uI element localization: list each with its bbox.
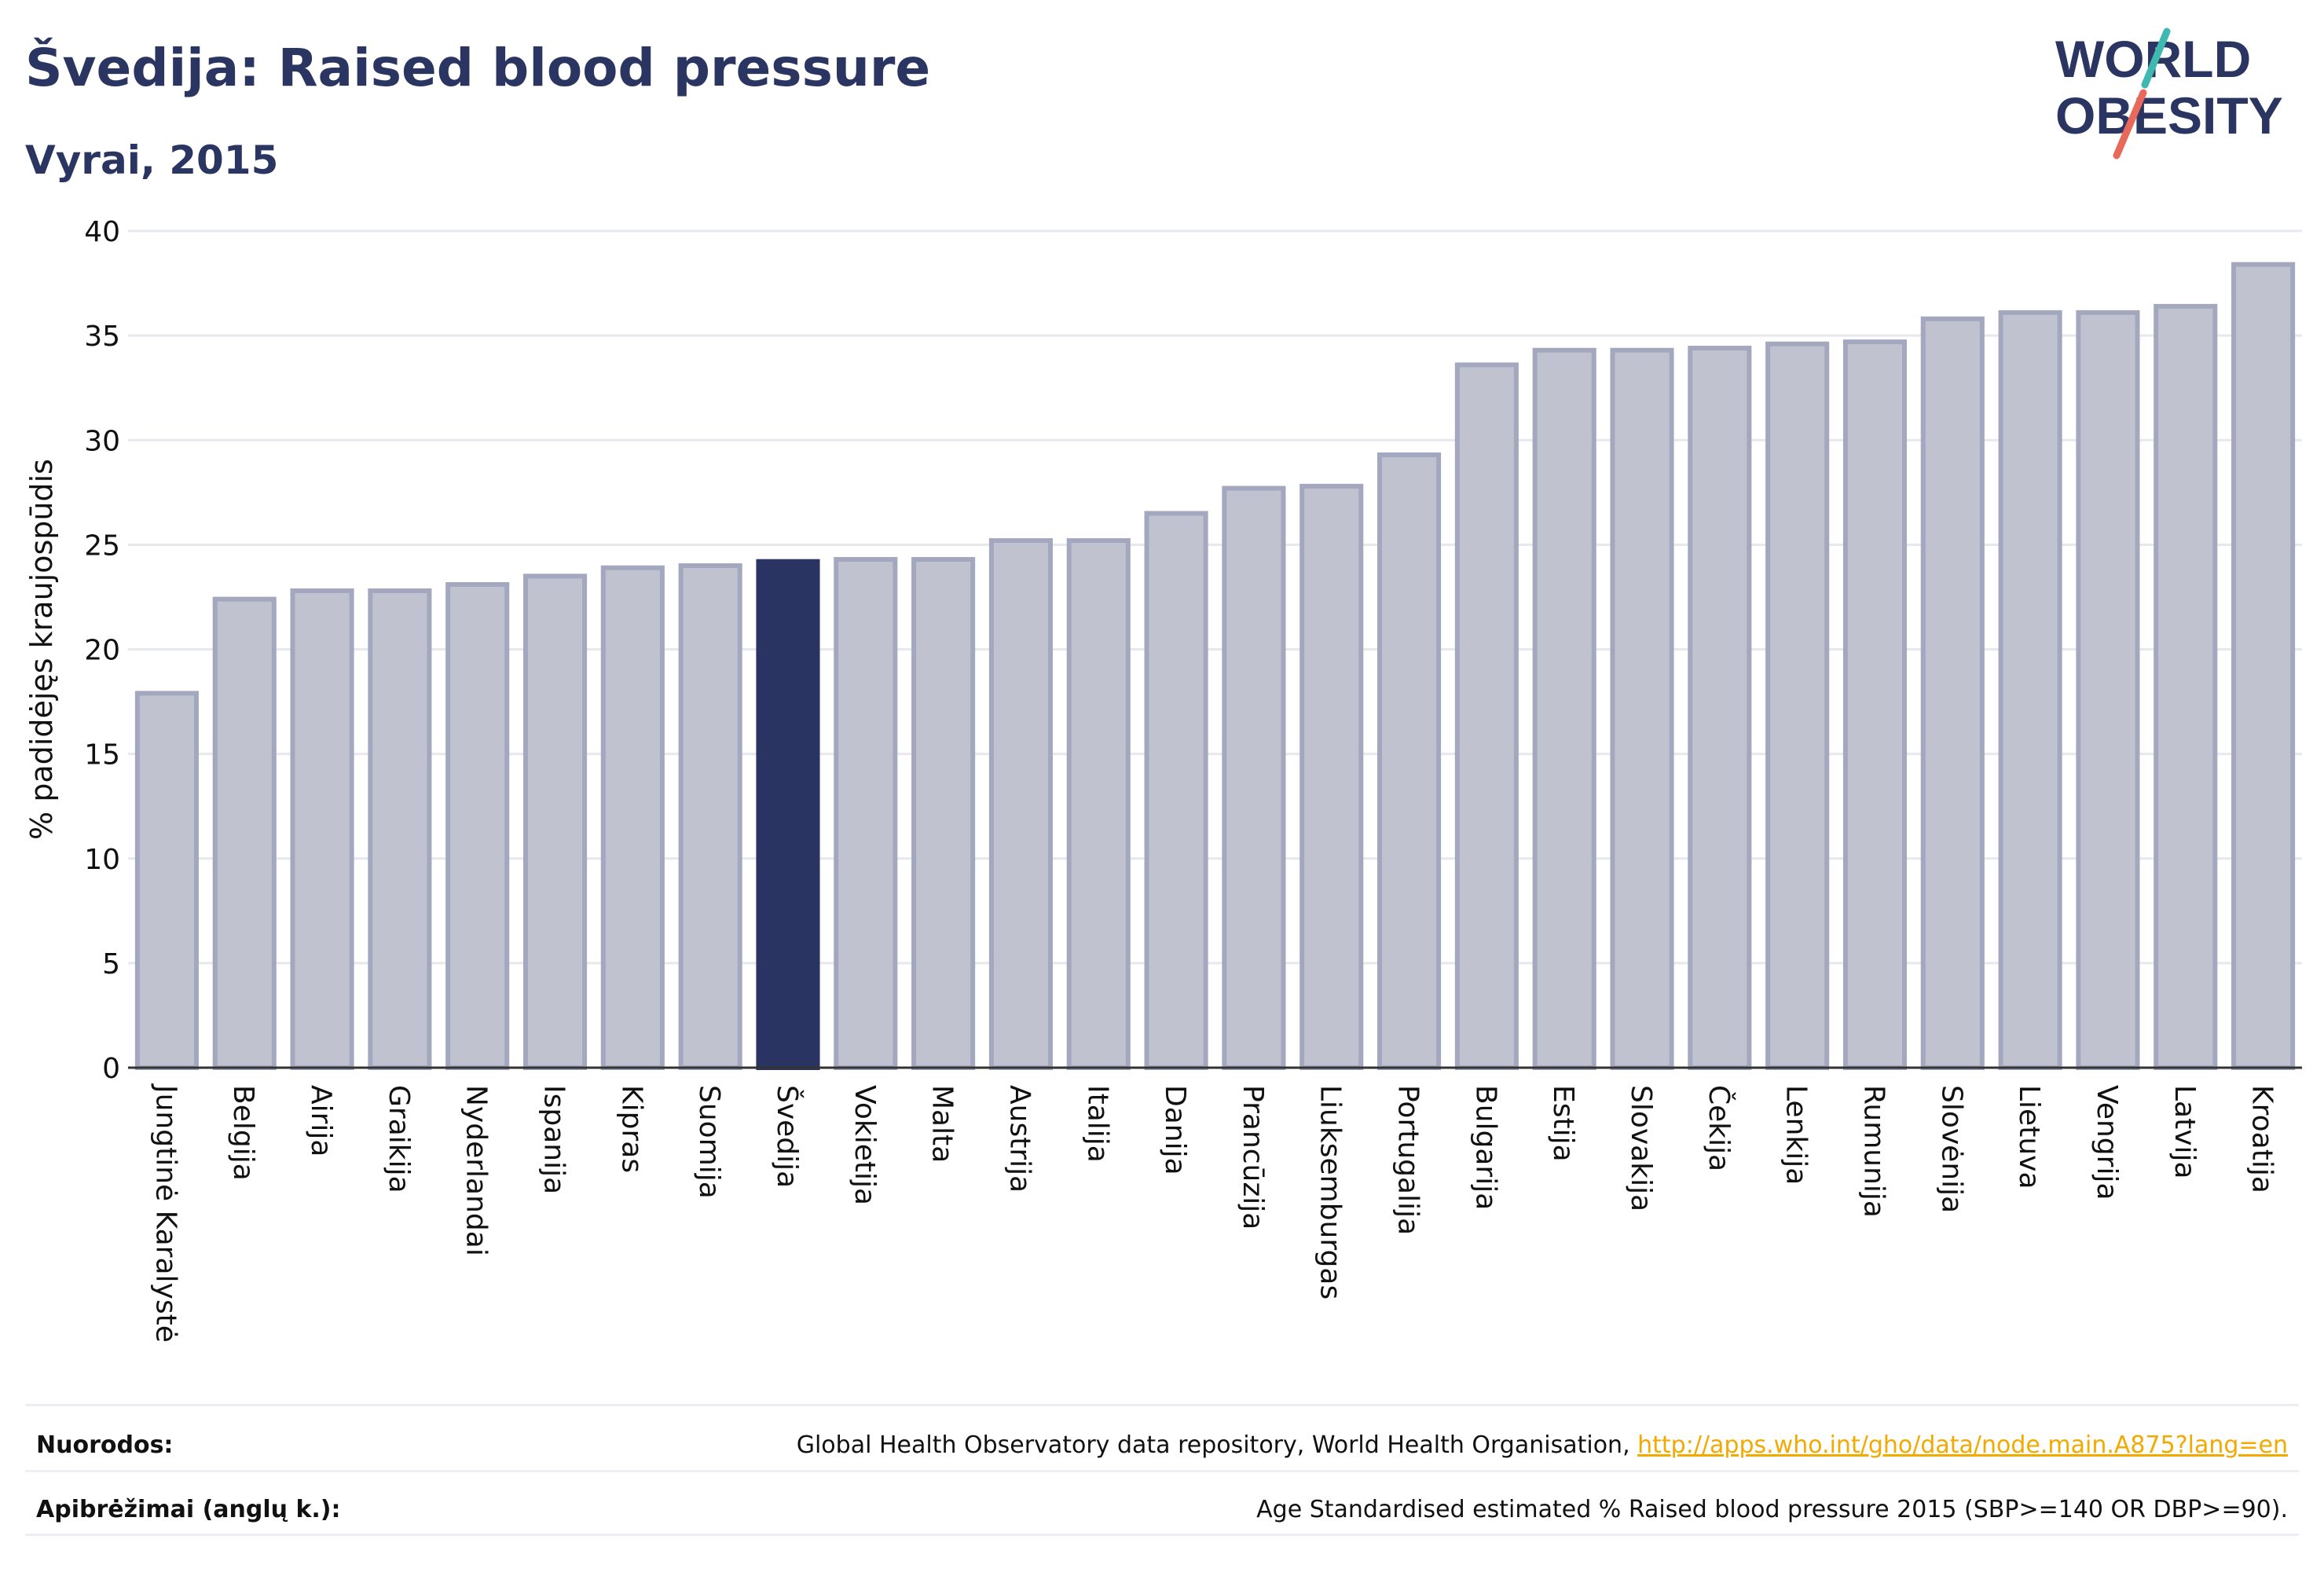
x-tick-label: Prancūzija: [1237, 1085, 1269, 1230]
footer-divider-bottom: [25, 1534, 2299, 1536]
bar: [678, 563, 742, 1070]
sources-value: Global Health Observatory data repositor…: [797, 1431, 2288, 1459]
bar: [522, 574, 588, 1070]
definitions-value: Age Standardised estimated % Raised bloo…: [1256, 1496, 2288, 1523]
bar: [1998, 310, 2062, 1070]
bar: [1610, 347, 1674, 1070]
logo-slash-teal: [2141, 27, 2171, 89]
x-tick-label: Vokietija: [849, 1085, 881, 1205]
x-tick-label: Kroatija: [2246, 1085, 2278, 1193]
y-tick-label: 15: [84, 739, 120, 772]
x-tick-label: Čekija: [1703, 1085, 1736, 1171]
y-axis-label: % padidėjęs kraujospūdis: [24, 459, 59, 840]
logo-word-obesity: OBESITY: [2055, 86, 2283, 145]
x-tick-label: Airija: [305, 1085, 337, 1157]
bar: [1299, 483, 1364, 1070]
world-obesity-logo: WORLD OBESITY: [2055, 27, 2283, 159]
bar: [911, 557, 976, 1070]
y-tick-label: 40: [84, 216, 120, 248]
x-tick-label: Rumunija: [1857, 1085, 1890, 1218]
footer-sources-row: Nuorodos: Global Health Observatory data…: [25, 1414, 2299, 1475]
y-tick-label: 20: [84, 635, 120, 667]
sources-link[interactable]: http://apps.who.int/gho/data/node.main.A…: [1637, 1431, 2288, 1459]
bar: [600, 565, 665, 1070]
footer-divider-top: [25, 1404, 2299, 1406]
footer-definitions-row: Apibrėžimai (anglų k.): Age Standardised…: [25, 1479, 2299, 1540]
y-tick-label: 5: [102, 948, 120, 980]
bar-highlighted: [756, 559, 820, 1070]
x-tick-label: Danija: [1159, 1085, 1191, 1175]
x-tick-label: Belgija: [227, 1085, 259, 1181]
page-subtitle: Vyrai, 2015: [25, 137, 279, 183]
x-tick-label: Malta: [926, 1085, 959, 1163]
y-tick-label: 25: [84, 530, 120, 562]
bar: [2231, 262, 2296, 1071]
y-tick-label: 0: [102, 1053, 120, 1085]
x-tick-label: Švedija: [771, 1085, 804, 1188]
y-axis-ticks: 0 5 10 15 20 25 30 35 40: [84, 216, 120, 1085]
sources-label: Nuorodos:: [36, 1431, 174, 1459]
bar: [834, 557, 898, 1070]
x-tick-label: Jungtinė Karalystė: [149, 1083, 181, 1343]
bar: [988, 538, 1053, 1070]
x-tick-label: Lietuva: [2013, 1085, 2045, 1189]
bar: [212, 596, 277, 1070]
x-tick-label: Lenkija: [1780, 1085, 1813, 1185]
bars: [134, 262, 2296, 1071]
x-tick-label: Slovėnija: [1935, 1085, 1967, 1213]
y-tick-label: 35: [84, 321, 120, 353]
definitions-label: Apibrėžimai (anglų k.):: [36, 1496, 341, 1523]
bar: [1842, 339, 1908, 1070]
bar: [1066, 538, 1131, 1070]
x-tick-label: Kipras: [615, 1085, 647, 1173]
x-tick-label: Bulgarija: [1469, 1085, 1501, 1210]
x-tick-label: Slovakija: [1625, 1085, 1657, 1211]
sources-text: Global Health Observatory data repositor…: [796, 1431, 1638, 1459]
bar: [368, 588, 432, 1070]
x-tick-label: Graikija: [383, 1085, 415, 1193]
bar-chart: 0 5 10 15 20 25 30 35 40 % padidėjęs kraujospūdi…: [24, 216, 2302, 1343]
x-tick-label: Latvija: [2168, 1085, 2201, 1179]
bar: [1532, 347, 1596, 1070]
x-tick-label: Italija: [1081, 1085, 1113, 1163]
bar: [1222, 486, 1286, 1070]
bar: [1765, 341, 1830, 1070]
x-tick-label: Vengrija: [2091, 1085, 2123, 1200]
logo-slash-coral: [2113, 89, 2147, 159]
bar: [290, 588, 354, 1070]
bar: [2154, 303, 2218, 1071]
x-tick-label: Portugalija: [1392, 1085, 1424, 1235]
bar: [1377, 452, 1442, 1070]
bar: [1688, 346, 1752, 1071]
x-tick-label: Suomija: [693, 1085, 725, 1199]
x-tick-label: Nyderlandai: [460, 1085, 493, 1256]
bar: [134, 691, 199, 1070]
bar: [1920, 316, 1985, 1070]
y-tick-label: 10: [84, 844, 120, 876]
page-title: Švedija: Raised blood pressure: [25, 38, 931, 98]
x-tick-label: Estija: [1547, 1085, 1579, 1162]
x-tick-label: Austrija: [1003, 1085, 1036, 1193]
bar: [445, 581, 510, 1070]
bar: [1144, 511, 1208, 1070]
y-tick-label: 30: [84, 425, 120, 457]
bar: [1454, 362, 1519, 1070]
x-tick-label: Ispanija: [538, 1085, 570, 1194]
x-axis-labels: Jungtinė Karalystė Belgija Airija Graikija N…: [149, 1083, 2278, 1343]
bar: [2076, 310, 2140, 1070]
x-tick-label: Liuksemburgas: [1314, 1085, 1347, 1299]
footer-divider-middle: [25, 1470, 2299, 1472]
